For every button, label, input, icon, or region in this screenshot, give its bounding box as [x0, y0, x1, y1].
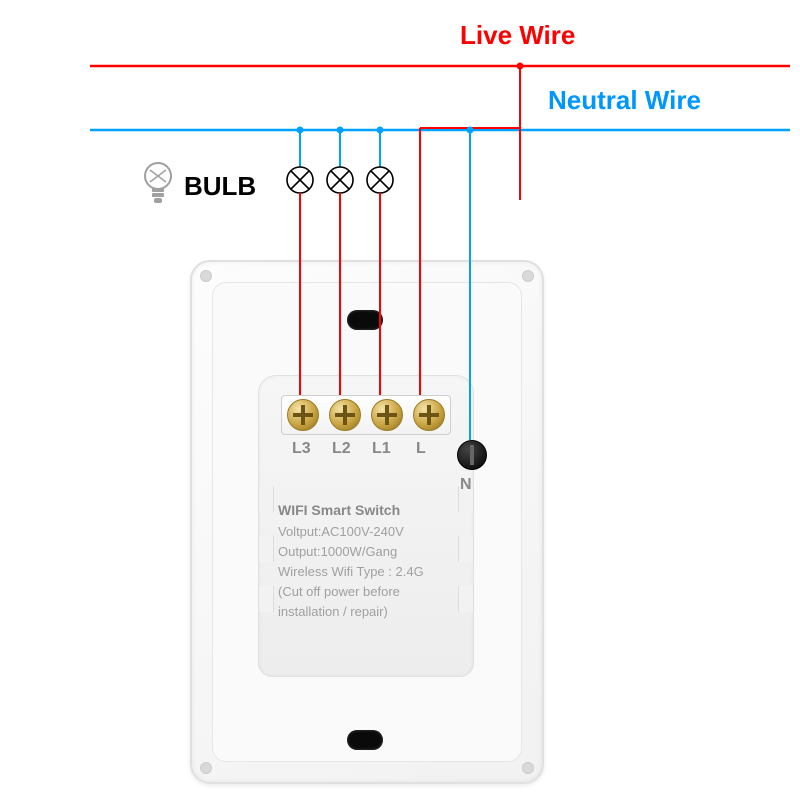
info-line: (Cut off power before: [278, 582, 458, 602]
corner-screw-tl: [200, 270, 212, 282]
corner-screw-bl: [200, 762, 212, 774]
terminal-label-n: N: [460, 476, 472, 494]
bulb-symbol-l3: [287, 167, 313, 193]
live-junctions: [517, 63, 524, 70]
n-screw: [457, 440, 487, 470]
corner-screw-br: [522, 762, 534, 774]
bulb-symbol-l1: [367, 167, 393, 193]
mount-hole-bottom: [347, 730, 383, 750]
neutral-wire-label: Neutral Wire: [548, 85, 701, 116]
neutral-junctions: [297, 127, 474, 134]
bulb-text: BULB: [184, 171, 256, 202]
terminal-label-l2: L2: [332, 440, 351, 458]
terminal-screw-l: [413, 399, 445, 431]
terminal-screw-l1: [371, 399, 403, 431]
info-line: installation / repair): [278, 602, 458, 622]
info-line: Voltput:AC100V-240V: [278, 522, 458, 542]
terminal-label-l3: L3: [292, 440, 311, 458]
load-branches: [300, 130, 380, 167]
switch-info-text: WIFI Smart Switch Voltput:AC100V-240V Ou…: [278, 500, 458, 622]
terminal-label-l1: L1: [372, 440, 391, 458]
switch-info-title: WIFI Smart Switch: [278, 500, 458, 522]
module-notch: [258, 536, 274, 562]
module-notch: [258, 486, 274, 512]
bulb-symbols: [287, 167, 393, 193]
live-wire-label: Live Wire: [460, 20, 575, 51]
bulb-icon: [140, 160, 176, 213]
module-notch: [458, 586, 474, 612]
module-notch: [458, 536, 474, 562]
info-line: Output:1000W/Gang: [278, 542, 458, 562]
terminal-block: [281, 395, 451, 435]
terminal-label-l: L: [416, 440, 426, 458]
mount-hole-top: [347, 310, 383, 330]
terminal-screw-l3: [287, 399, 319, 431]
corner-screw-tr: [522, 270, 534, 282]
bulb-symbol-l2: [327, 167, 353, 193]
module-notch: [258, 586, 274, 612]
info-line: Wireless Wifi Type : 2.4G: [278, 562, 458, 582]
bulb-label-area: BULB: [140, 160, 256, 213]
terminal-screw-l2: [329, 399, 361, 431]
